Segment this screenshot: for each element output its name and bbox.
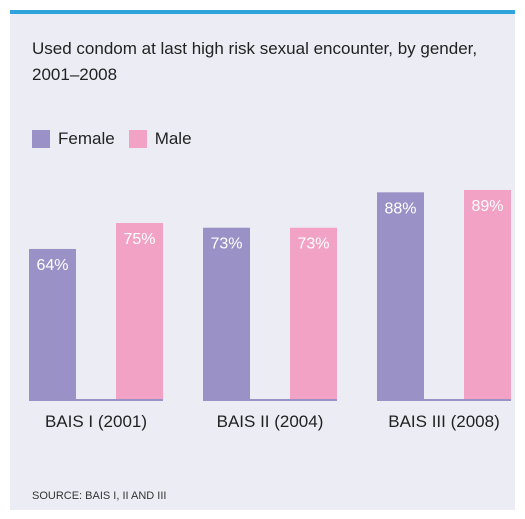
legend-label-female: Female — [58, 129, 115, 148]
category-label-3: BAIS III (2008) — [388, 412, 500, 431]
data-label-female-3: 88% — [384, 200, 416, 217]
bar-male-1 — [116, 223, 163, 400]
category-label-1: BAIS I (2001) — [45, 412, 147, 431]
chart-title: Used condom at last high risk sexual enc… — [32, 39, 478, 84]
bar-male-3 — [464, 189, 511, 400]
chart-legend: Female Male — [32, 129, 192, 149]
category-label-2: BAIS II (2004) — [217, 412, 324, 431]
bar-female-1 — [29, 248, 76, 400]
bar-female-2 — [203, 227, 250, 400]
legend-item-male: Male — [128, 129, 192, 149]
data-label-female-1: 64% — [36, 257, 68, 274]
bar-male-2 — [290, 227, 337, 400]
data-label-male-3: 89% — [471, 198, 503, 215]
legend-label-male: Male — [154, 129, 192, 148]
data-label-male-2: 73% — [297, 236, 329, 253]
source-note: SOURCE: BAIS I, II AND III — [32, 490, 167, 502]
legend-swatch-female — [32, 130, 50, 148]
legend-item-female: Female — [32, 129, 115, 149]
chart-card: Used condom at last high risk sexual enc… — [10, 10, 515, 510]
data-label-female-2: 73% — [210, 236, 242, 253]
bar-chart: 64% 75% BAIS I (2001) 73% 73% BAIS II (2004) 8… — [29, 189, 511, 431]
bar-female-3 — [377, 192, 424, 400]
data-label-male-1: 75% — [123, 231, 155, 248]
legend-swatch-male — [128, 130, 147, 148]
